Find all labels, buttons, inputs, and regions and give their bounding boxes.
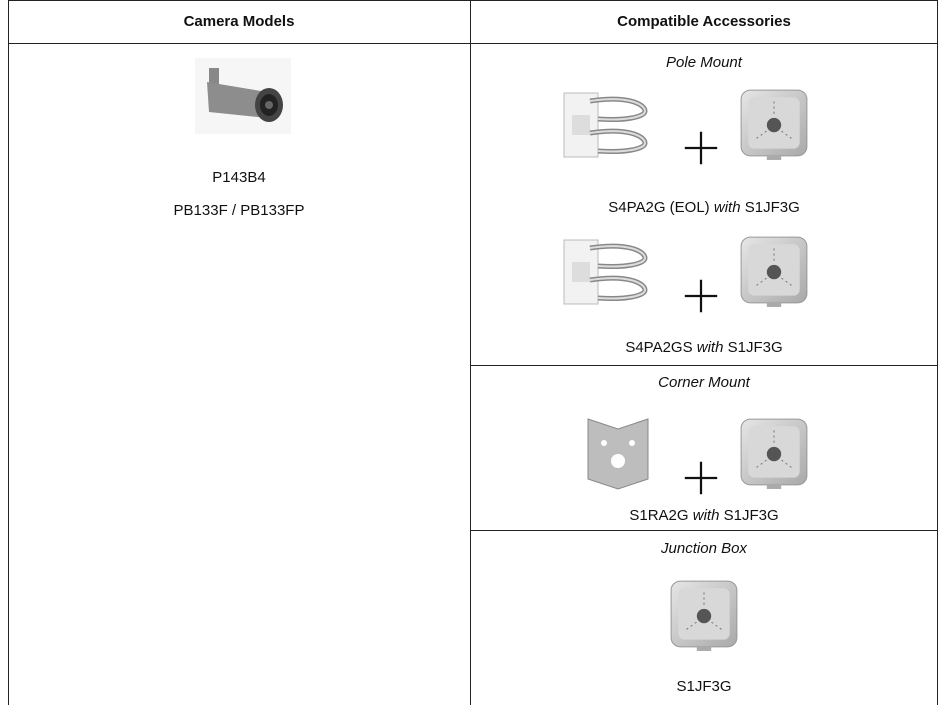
border (8, 0, 9, 705)
header: Camera Models (183, 13, 295, 30)
accessory: S1JF3G (727, 339, 783, 356)
border (470, 0, 471, 705)
camera-model: P143B4 (212, 169, 266, 186)
accessory-label: S1RA2G with S1JF3G (470, 507, 938, 524)
section-title: Pole Mount (666, 54, 742, 71)
accessory-label: S4PA2GS with S1JF3G (470, 339, 938, 356)
plus-icon (683, 460, 719, 496)
header: Compatible Accessories (617, 13, 791, 30)
corner-mount-image (580, 413, 670, 493)
accessory: S1JF3G (723, 507, 779, 524)
joiner: with (692, 507, 720, 524)
accessory: S1JF3G (744, 199, 800, 216)
accessory-label: S4PA2G (EOL) with S1JF3G (470, 199, 938, 216)
part: S4PA2GS (625, 339, 693, 356)
joiner: with (713, 199, 741, 216)
border (937, 0, 938, 705)
section-title: Corner Mount (658, 374, 750, 391)
junction-box-image (668, 578, 740, 652)
junction-box-image (738, 416, 810, 490)
accessory-label: S1JF3G (676, 678, 732, 695)
section-title: Junction Box (661, 540, 747, 557)
border (470, 365, 938, 366)
part: S1RA2G (629, 507, 689, 524)
joiner: with (696, 339, 724, 356)
border (8, 43, 938, 44)
border (8, 0, 938, 1)
camera-image (193, 55, 293, 137)
plus-icon (683, 130, 719, 166)
border (470, 530, 938, 531)
plus-icon (683, 278, 719, 314)
pole-mount-image (560, 232, 650, 312)
part: S4PA2G (EOL) (608, 199, 710, 216)
junction-box-image (738, 234, 810, 308)
pole-mount-image (560, 85, 650, 165)
camera-model: PB133F / PB133FP (173, 202, 305, 219)
junction-box-image (738, 87, 810, 161)
